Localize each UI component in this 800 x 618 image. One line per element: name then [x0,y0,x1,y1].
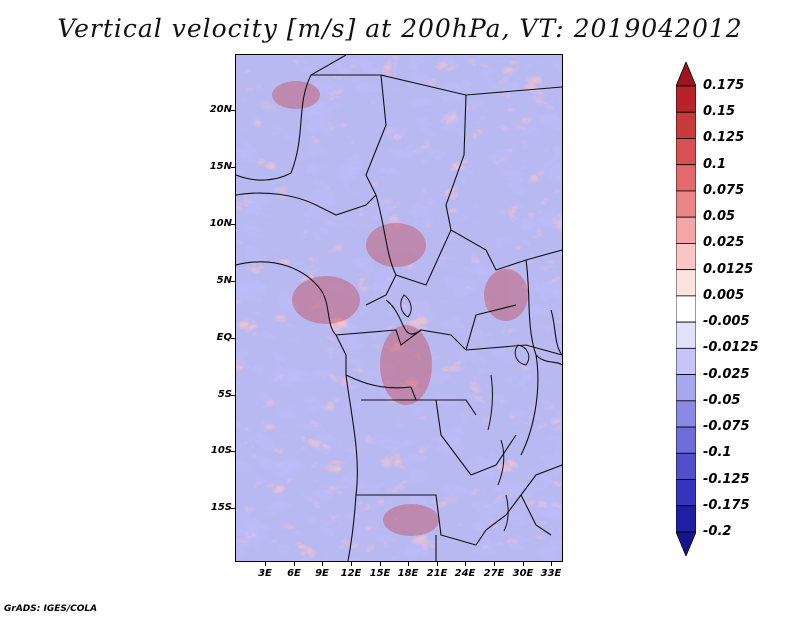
colorbar-bin [676,111,696,139]
lon-label: 33E [540,568,562,579]
colorbar-bin [676,216,696,244]
lat-label: 15S [210,502,232,513]
lon-tick [294,562,295,566]
lake-outlines [400,294,530,532]
colorbar-label: -0.005 [703,314,750,330]
lat-tick [231,508,235,509]
colorbar-label: 0.175 [703,78,745,93]
colorbar-label: 0.05 [703,209,736,225]
colorbar-bin [676,479,696,507]
colorbar-label: 0.075 [703,182,745,198]
colorbar-bin [676,374,696,402]
field-texture [236,55,562,561]
colorbar-bin [676,295,696,323]
lat-tick [231,110,235,111]
colorbar-label: 0.025 [703,235,745,251]
lon-tick [465,562,466,566]
lon-tick [351,562,352,566]
colorbar-bin [676,190,696,218]
colorbar-bin [676,347,696,375]
colorbar-bin [676,426,696,454]
colorbar-label: -0.2 [703,524,732,539]
lon-label: 3E [258,568,272,579]
colorbar-bottom-cap [676,531,696,556]
lon-tick [437,562,438,566]
colorbar-bin [676,243,696,271]
colorbar-top-cap [676,62,696,87]
lat-label: 5S [217,389,232,400]
lon-label: 21E [426,568,448,579]
colorbar-label: -0.075 [703,419,750,435]
lon-tick [380,562,381,566]
colorbar-bin [676,269,696,297]
footer-credit: GrADS: IGES/COLA [4,604,98,614]
colorbar-label: -0.0125 [703,340,759,356]
lat-tick [231,224,235,225]
colorbar-label: 0.125 [703,130,745,146]
colorbar-bin [676,400,696,428]
lat-label: 20N [209,104,232,115]
colorbar-label: 0.1 [703,156,727,172]
colorbar-bin [676,85,696,113]
vertical-velocity-field [236,55,562,561]
lon-tick [523,562,524,566]
colorbar-bin [676,452,696,480]
lat-label: 5N [216,275,232,286]
colorbar-label: 0.005 [703,287,745,303]
colorbar [676,62,696,556]
lat-tick [231,451,235,452]
colorbar-label: 0.15 [703,104,736,120]
colorbar-bin [676,321,696,349]
lon-label: 30E [512,568,534,579]
lon-label: 27E [483,568,505,579]
lon-tick [551,562,552,566]
lat-tick [231,281,235,282]
lon-tick [494,562,495,566]
lat-tick [231,338,235,339]
lon-label: 24E [454,568,476,579]
convective-hotspots [272,81,528,536]
lon-label: 15E [369,568,391,579]
lat-tick [231,167,235,168]
colorbar-bin [676,505,696,533]
colorbar-label: -0.025 [703,366,750,382]
lon-tick [322,562,323,566]
map-panel [235,54,563,562]
lat-label: EQ [216,332,232,343]
lon-label: 9E [315,568,329,579]
lon-label: 12E [340,568,362,579]
lat-label: 10S [210,445,232,456]
colorbar-bin [676,138,696,166]
colorbar-label: 0.0125 [703,261,754,277]
map-title: Vertical velocity [m/s] at 200hPa, VT: 2… [57,14,743,43]
lat-label: 15N [209,161,232,172]
colorbar-label: -0.1 [703,445,732,461]
country-boundaries [236,55,562,561]
colorbar-label: -0.05 [703,392,741,408]
lon-tick [408,562,409,566]
lat-label: 10N [209,218,232,229]
lon-tick [265,562,266,566]
colorbar-label: -0.175 [703,497,750,513]
colorbar-label: -0.125 [703,471,750,487]
lon-label: 18E [397,568,419,579]
lon-label: 6E [287,568,301,579]
lat-tick [231,395,235,396]
colorbar-bin [676,164,696,192]
